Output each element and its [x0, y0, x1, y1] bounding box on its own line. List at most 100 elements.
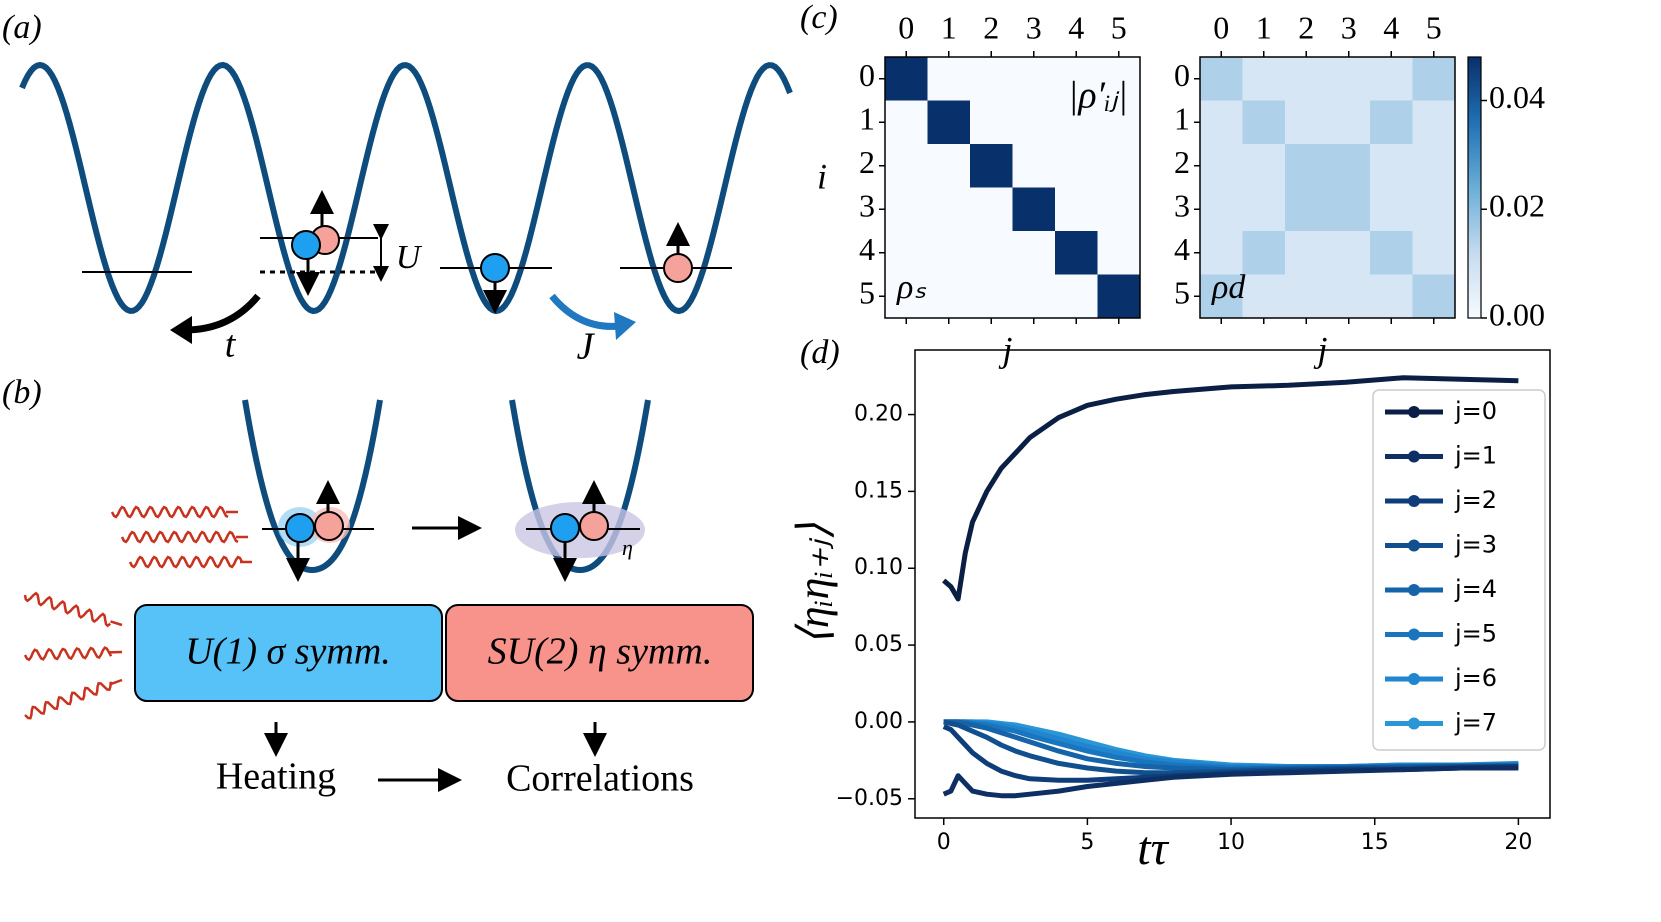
heatmap-cell [927, 274, 971, 319]
colorbar-step [1468, 278, 1481, 282]
legend-marker [1408, 628, 1420, 641]
x-tick-label: 5 [1426, 9, 1442, 45]
legend-marker [1408, 450, 1420, 463]
colorbar-step [1468, 179, 1481, 183]
colorbar-step [1468, 153, 1481, 157]
hop-arrow [184, 293, 261, 334]
y-tick-label: 4 [859, 231, 875, 267]
heatmap-title: |ρ′ᵢⱼ| [1068, 75, 1128, 117]
heatmap-cell [1097, 187, 1141, 232]
heatmap-cell [1012, 231, 1056, 275]
heatmap-cell [970, 144, 1013, 188]
x-tick-label: 2 [983, 9, 999, 45]
legend-marker [1408, 673, 1420, 685]
colorbar-step [1468, 130, 1481, 134]
heatmap-cell [1012, 144, 1056, 188]
y-tick-label: 0.00 [854, 709, 903, 734]
heatmap-cell [1242, 187, 1286, 232]
colorbar-step [1468, 294, 1481, 298]
lattice-diagram: t U J [19, 61, 793, 368]
colorbar-step [1468, 224, 1481, 228]
heatmap-cell [885, 274, 928, 319]
heatmap-cell [1327, 144, 1371, 188]
colorbar-step [1468, 161, 1481, 165]
legend-marker [1408, 406, 1420, 418]
particle-down [480, 253, 510, 283]
colorbar-step [1468, 169, 1481, 173]
j-label: J [577, 326, 596, 368]
x-tick-label: 0 [898, 9, 914, 45]
colorbar-step [1468, 62, 1481, 66]
colorbar-step [1468, 137, 1481, 142]
colorbar-step [1468, 273, 1481, 277]
colorbar-step [1468, 114, 1481, 118]
colorbar-step [1468, 96, 1481, 100]
heatmap-cell [1242, 274, 1286, 319]
heatmap-cell [970, 57, 1013, 101]
colorbar-step [1468, 304, 1481, 309]
colorbar-step [1468, 289, 1481, 293]
heatmap-cell [1285, 231, 1328, 275]
heatmap-cell [1055, 231, 1098, 275]
laser [120, 530, 239, 544]
colorbar-step [1468, 307, 1481, 311]
colorbar-step [1468, 93, 1481, 97]
colorbar-step [1468, 166, 1481, 170]
heatmap-cell [1012, 57, 1056, 101]
colorbar-step [1468, 67, 1481, 71]
colorbar-tick-label: 0.00 [1489, 296, 1545, 332]
colorbar-step [1468, 184, 1481, 188]
colorbar-step [1468, 122, 1481, 126]
colorbar-step [1468, 210, 1481, 215]
laser [110, 505, 229, 519]
x-tick-label: 15 [1361, 830, 1389, 855]
u-label: U [396, 239, 423, 276]
heatmap-cell [1097, 231, 1141, 275]
y-axis-label: i [817, 156, 827, 196]
heatmap-cell [1097, 57, 1141, 101]
colorbar-step [1468, 260, 1481, 264]
heatmap-cell [1200, 231, 1243, 275]
colorbar-step [1468, 200, 1481, 204]
heatmap-cell [1285, 100, 1328, 145]
y-tick-label: 2 [859, 144, 875, 180]
x-tick-label: 20 [1504, 830, 1532, 855]
x-axis-label: j [1313, 329, 1327, 369]
heatmap-cell [1242, 100, 1286, 145]
colorbar-step [1468, 80, 1481, 84]
heatmap-cell [1055, 100, 1098, 145]
colorbar-step [1468, 286, 1481, 290]
x-tick-label: 1 [1256, 9, 1272, 45]
x-axis-label: tτ [1137, 822, 1169, 875]
laser-head [110, 620, 123, 627]
heatmap-cell [885, 100, 928, 145]
colorbar-step [1468, 77, 1481, 81]
legend-marker [1408, 584, 1420, 596]
heatmap-cell [970, 100, 1013, 145]
legend-marker [1408, 539, 1420, 552]
x-tick-label: 3 [1341, 9, 1357, 45]
y-tick-label: 3 [1174, 188, 1190, 224]
heatmap-cell [1285, 274, 1328, 319]
colorbar-step [1468, 252, 1481, 256]
heatmap-frame [1199, 56, 1456, 319]
y-tick-label: 1 [1174, 101, 1190, 137]
panel-label: (b) [2, 374, 42, 411]
colorbar-step [1468, 124, 1481, 128]
heatmap-cell [1285, 57, 1328, 101]
heatmap-cell [1200, 274, 1243, 319]
colorbar-step [1468, 203, 1481, 207]
colorbar-step [1468, 271, 1481, 275]
x-tick-label: 4 [1068, 9, 1084, 45]
heatmap-cell [1412, 100, 1456, 145]
colorbar-step [1468, 85, 1481, 89]
heatmap-annotation: ρd [1211, 269, 1246, 306]
colorbar-step [1468, 64, 1481, 68]
legend-box [1372, 389, 1546, 751]
legend-label: j=3 [1454, 531, 1497, 559]
colorbar-step [1468, 177, 1481, 181]
panel-label: (a) [2, 9, 42, 46]
colorbar-step [1468, 98, 1481, 102]
colorbar-step [1468, 229, 1481, 233]
heatmap-frame [884, 56, 1141, 319]
